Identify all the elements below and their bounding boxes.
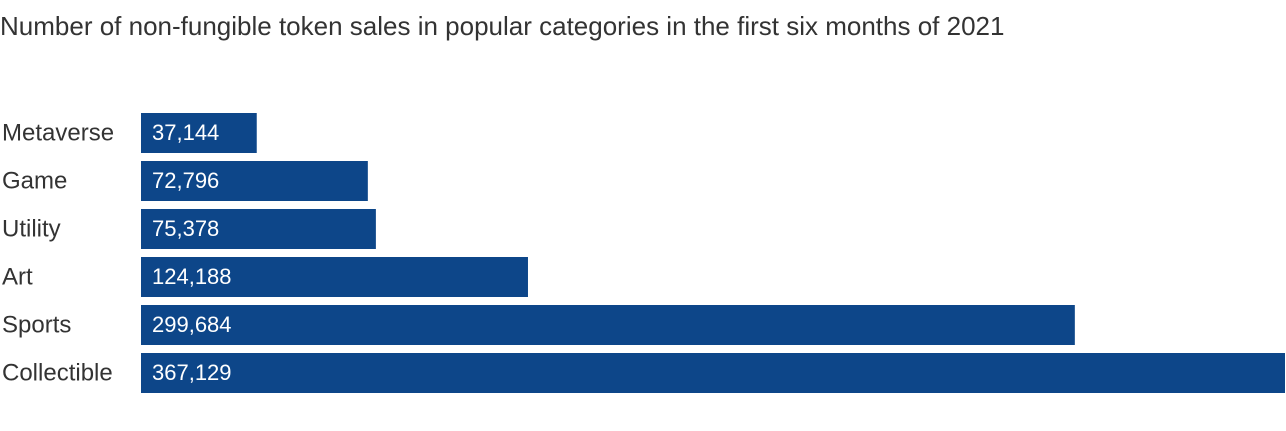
bar	[141, 209, 376, 249]
bar	[141, 353, 1285, 393]
value-label: 124,188	[152, 264, 232, 289]
value-label: 75,378	[152, 216, 219, 241]
bar	[141, 113, 257, 153]
category-label: Sports	[2, 311, 71, 338]
value-label: 367,129	[152, 360, 232, 385]
chart-title: Number of non-fungible token sales in po…	[0, 11, 1004, 41]
value-label: 37,144	[152, 120, 219, 145]
bar	[141, 305, 1075, 345]
category-label: Utility	[2, 215, 61, 242]
bar	[141, 161, 368, 201]
value-label: 299,684	[152, 312, 232, 337]
value-label: 72,796	[152, 168, 219, 193]
bar	[141, 257, 528, 297]
category-label: Metaverse	[2, 119, 114, 146]
category-label: Collectible	[2, 359, 113, 386]
category-label: Art	[2, 263, 33, 290]
category-label: Game	[2, 167, 67, 194]
